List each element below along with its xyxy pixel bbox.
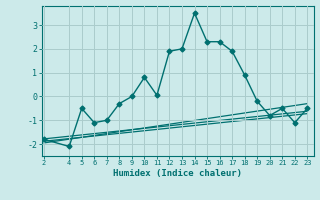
X-axis label: Humidex (Indice chaleur): Humidex (Indice chaleur)	[113, 169, 242, 178]
